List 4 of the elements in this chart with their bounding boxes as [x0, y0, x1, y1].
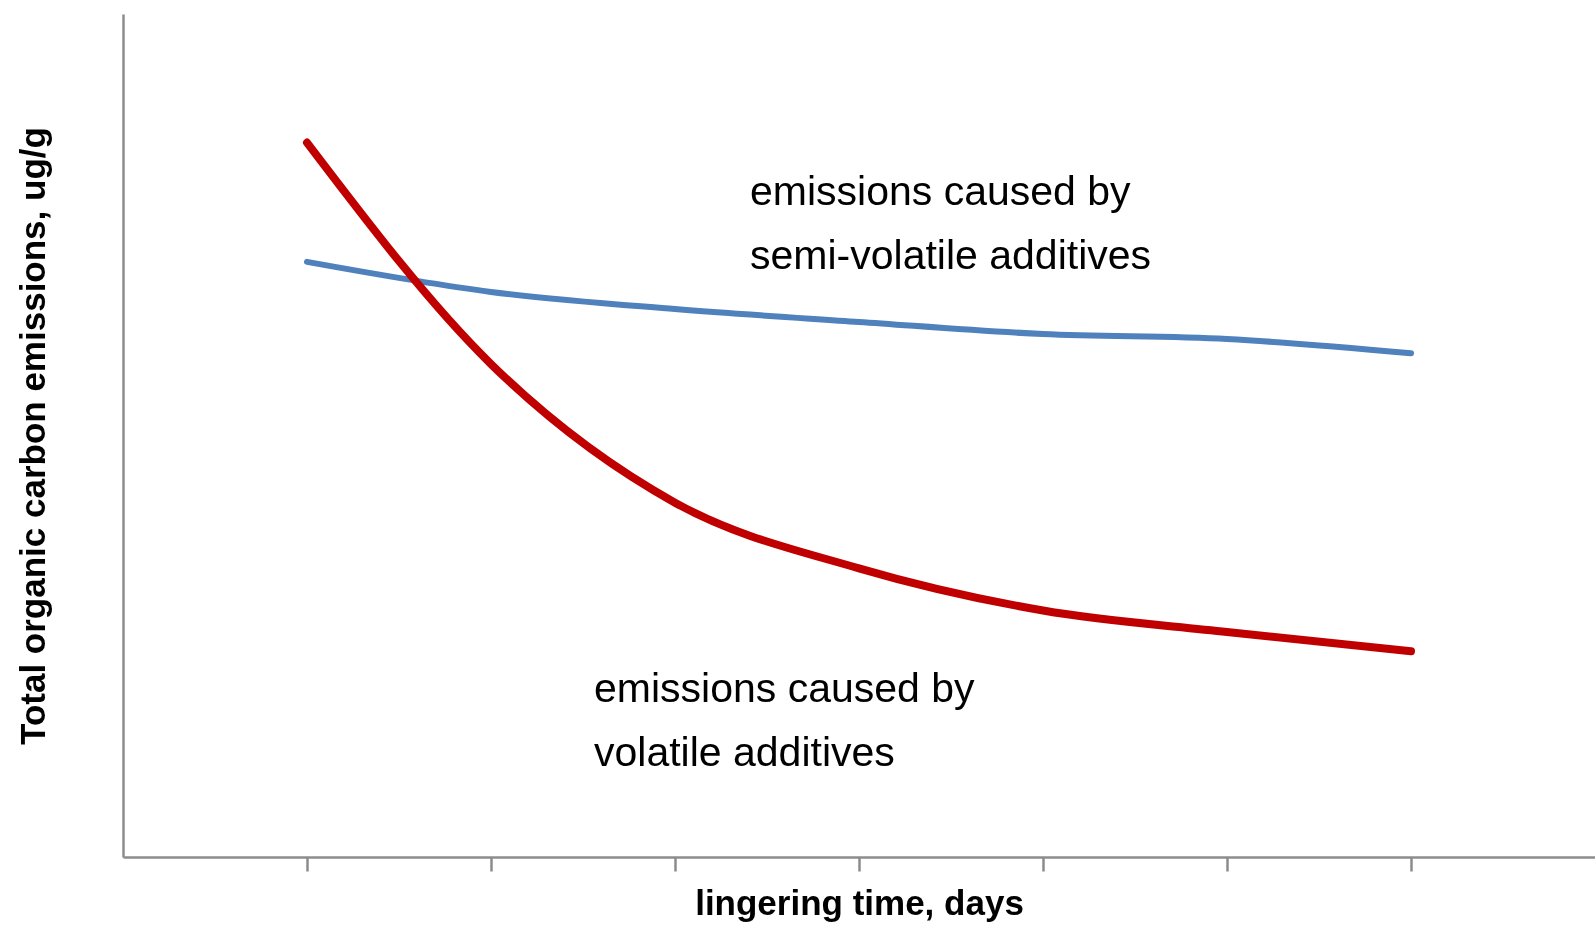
- y-axis-title: Total organic carbon emissions, ug/g: [12, 127, 52, 745]
- annotation: emissions caused by volatile additives: [594, 665, 976, 775]
- annotation: emissions caused by semi-volatile additives: [750, 168, 1152, 278]
- x-axis-title: lingering time, days: [695, 882, 1024, 922]
